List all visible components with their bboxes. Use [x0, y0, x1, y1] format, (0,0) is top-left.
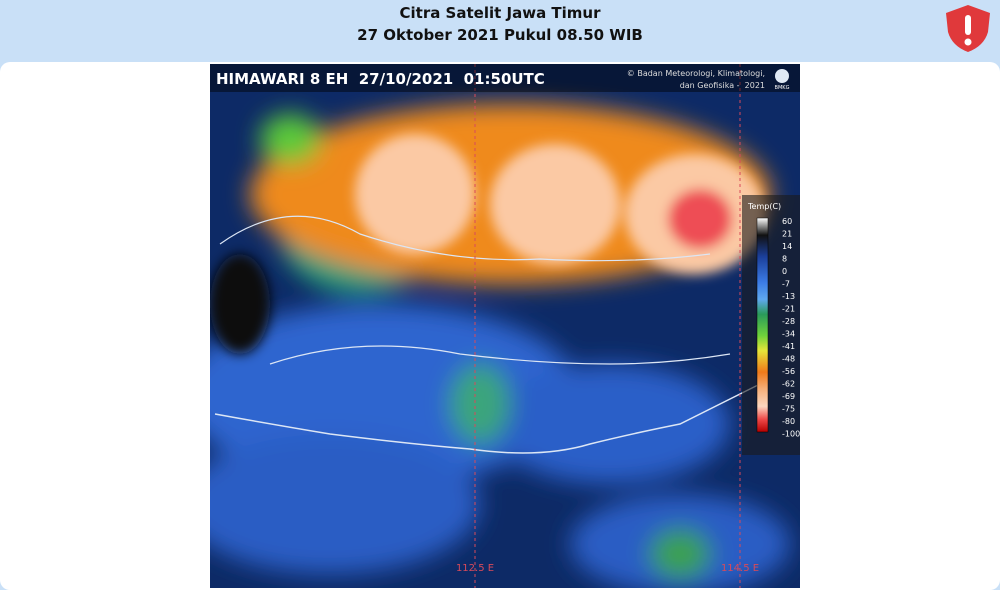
image-caption: HIMAWARI 8 EH 27/10/2021 01:50UTC	[216, 70, 545, 88]
satellite-image: HIMAWARI 8 EH 27/10/2021 01:50UTC © Bada…	[210, 64, 800, 588]
legend-value: -41	[782, 342, 795, 351]
legend-value: -56	[782, 367, 795, 376]
legend-value: -69	[782, 392, 795, 401]
legend-value: -75	[782, 405, 795, 414]
legend-value: 14	[782, 242, 792, 251]
legend-title: Temp(C)	[747, 202, 781, 211]
alert-icon[interactable]	[940, 2, 996, 54]
legend-value: 60	[782, 217, 792, 226]
legend: Temp(C) 60 21 14 8 0 -7 -13 -21 -28 -34 -41 -48 -56 -…	[742, 195, 800, 455]
legend-value: -100	[782, 430, 800, 439]
legend-value: -7	[782, 280, 790, 289]
page-title: Citra Satelit Jawa Timur	[399, 4, 601, 22]
credit: © Badan Meteorologi, Klimatologi,	[627, 69, 765, 78]
legend-value: -28	[782, 317, 795, 326]
page-subtitle: 27 Oktober 2021 Pukul 08.50 WIB	[357, 26, 643, 44]
legend-value: -34	[782, 330, 795, 339]
longitude-label: 114.5 E	[721, 563, 759, 574]
legend-value: 21	[782, 230, 792, 239]
legend-value: -13	[782, 292, 795, 301]
credit: dan Geofisika - 2021	[680, 81, 765, 90]
logo-text: BMKG	[775, 85, 790, 91]
legend-value: -80	[782, 417, 795, 426]
legend-value: 8	[782, 255, 787, 264]
legend-value: -21	[782, 305, 795, 314]
legend-value: -48	[782, 355, 795, 364]
longitude-label: 112.5 E	[456, 563, 494, 574]
legend-value: 0	[782, 267, 787, 276]
legend-value: -62	[782, 380, 795, 389]
